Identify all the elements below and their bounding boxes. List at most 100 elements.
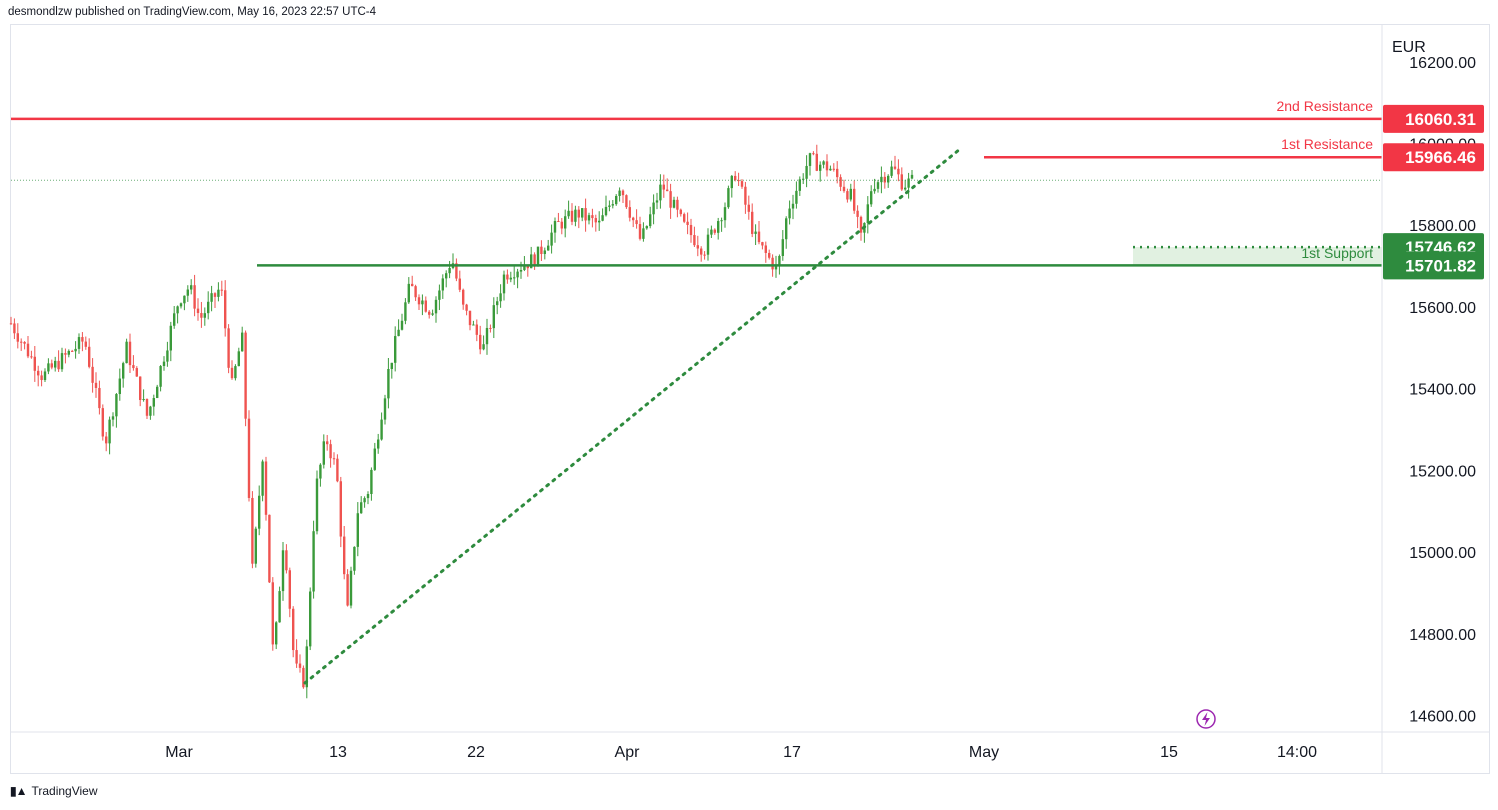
time-tick-label: 14:00	[1277, 744, 1317, 761]
candle-up	[111, 416, 115, 420]
time-tick-label: Mar	[165, 744, 193, 761]
candle-down	[839, 177, 842, 187]
candle-up	[866, 204, 869, 223]
candle-down	[475, 324, 478, 335]
candle-down	[285, 550, 288, 571]
candle-down	[584, 208, 587, 221]
time-tick-label: 15	[1160, 744, 1178, 761]
candle-up	[258, 495, 261, 529]
candle-down	[251, 497, 254, 564]
candle-up	[142, 399, 145, 401]
price-tick-label: 15200.00	[1409, 463, 1476, 480]
candle-up	[349, 570, 353, 606]
candle-up	[781, 239, 784, 256]
candle-up	[315, 478, 319, 532]
price-axis[interactable]: EUR16200.0016000.0015800.0015600.0015400…	[1381, 25, 1484, 774]
candle-up	[373, 448, 376, 470]
candle-down	[856, 210, 859, 217]
candle-up	[615, 195, 618, 205]
candle-down	[893, 166, 897, 169]
candle-up	[254, 528, 257, 564]
candle-up	[54, 360, 57, 368]
candle-down	[326, 441, 329, 445]
candle-up	[421, 300, 424, 305]
candle-up	[387, 368, 390, 399]
candle-down	[288, 570, 291, 609]
second-resistance-label: 2nd Resistance	[1276, 98, 1373, 114]
candle-up	[727, 188, 730, 208]
candle-down	[213, 293, 217, 297]
candle-down	[846, 191, 849, 200]
candle-down	[295, 650, 298, 664]
tradingview-logo-icon: ▮▲	[10, 784, 28, 798]
candle-up	[261, 461, 264, 496]
plot-area	[9, 144, 1216, 729]
candle-up	[788, 208, 791, 219]
time-tick-label: Apr	[615, 744, 641, 761]
price-tag-label: 15701.82	[1405, 256, 1476, 275]
candle-up	[152, 398, 155, 407]
candle-up	[547, 245, 550, 251]
candle-down	[747, 204, 750, 212]
candle-up	[499, 293, 502, 302]
candle-down	[540, 246, 543, 255]
candle-up	[125, 341, 128, 364]
candle-up	[785, 218, 788, 240]
candle-up	[774, 264, 778, 270]
candle-up	[492, 305, 495, 329]
candle-down	[679, 209, 682, 215]
candle-up	[394, 336, 397, 363]
candle-down	[594, 218, 597, 223]
candle-down	[591, 215, 594, 219]
candle-up	[890, 166, 893, 176]
candle-up	[730, 175, 733, 189]
price-tick-label: 15600.00	[1409, 300, 1476, 317]
candle-up	[281, 550, 285, 592]
candle-down	[768, 252, 771, 258]
candle-down	[336, 458, 339, 482]
candle-up	[434, 299, 438, 314]
candle-down	[40, 375, 43, 381]
candle-down	[662, 184, 665, 190]
candle-up	[74, 348, 77, 352]
chart-pane[interactable]	[10, 24, 1490, 774]
candle-up	[907, 178, 910, 188]
candle-up	[706, 234, 710, 255]
candle-down	[468, 310, 472, 326]
time-axis[interactable]: Mar 13 22 Apr 17 May 15 14:00	[11, 731, 1489, 761]
candle-down	[135, 368, 138, 377]
candle-down	[458, 278, 461, 290]
candle-up	[173, 313, 176, 326]
candle-down	[577, 209, 580, 218]
candle-up	[190, 285, 193, 290]
candle-down	[81, 337, 84, 342]
candle-up	[237, 351, 240, 367]
candle-down	[339, 481, 342, 537]
candle-up	[186, 289, 189, 296]
candle-down	[132, 365, 135, 369]
candle-down	[560, 221, 563, 229]
price-tick-label: 16200.00	[1409, 55, 1476, 72]
candle-up	[445, 273, 448, 279]
candle-up	[482, 344, 485, 350]
lightning-icon-ring	[1196, 709, 1216, 729]
candle-up	[873, 188, 876, 192]
candle-up	[383, 398, 387, 420]
price-tick-label: 15000.00	[1409, 545, 1476, 562]
candle-up	[210, 293, 213, 302]
lightning-icon[interactable]	[1196, 709, 1216, 729]
candle-down	[676, 199, 679, 210]
candle-down	[734, 175, 737, 181]
candle-up	[870, 191, 873, 205]
candle-up	[849, 188, 852, 200]
levels-layer: 2nd Resistance 1st Resistance 1st Support	[11, 98, 1382, 267]
candle-down	[812, 153, 815, 155]
candle-down	[264, 461, 268, 515]
candle-down	[84, 341, 87, 347]
candle-up	[564, 216, 567, 229]
candle-up	[441, 278, 444, 291]
candle-down	[98, 387, 101, 409]
candle-up	[553, 221, 557, 233]
candle-up	[710, 229, 713, 235]
